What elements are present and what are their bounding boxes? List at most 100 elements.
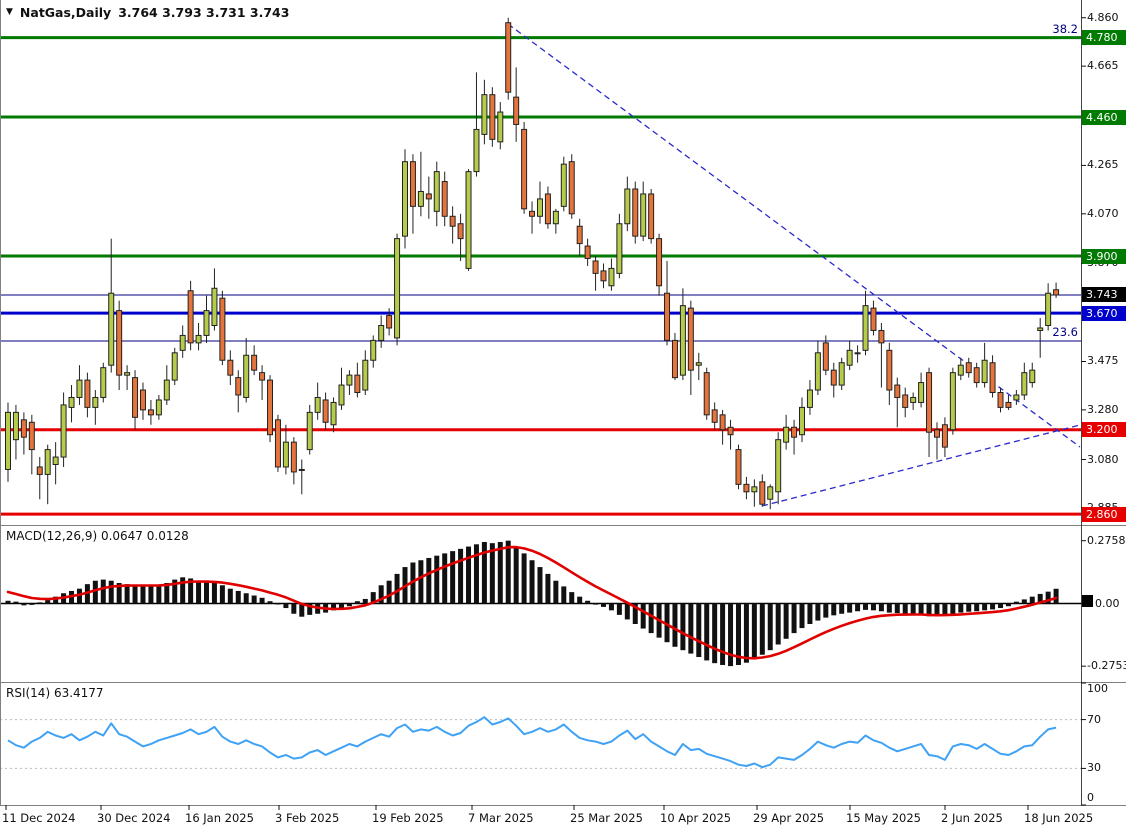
candle-bearish: [235, 377, 242, 396]
macd-histogram-bar: [164, 583, 170, 604]
candle-bearish: [568, 161, 575, 215]
candle-bearish: [219, 297, 226, 361]
macd-histogram-bar: [243, 593, 249, 604]
macd-histogram-bar: [124, 584, 130, 604]
candle-bullish: [306, 411, 313, 451]
candle-bearish: [973, 367, 980, 384]
candle-bearish: [886, 349, 893, 391]
macd-histogram-bar: [807, 603, 813, 624]
macd-histogram-bar: [291, 603, 297, 614]
macd-histogram-bar: [632, 603, 638, 624]
macd-histogram-bar: [426, 557, 432, 604]
macd-histogram-bar: [958, 603, 964, 613]
candle-bullish: [417, 190, 424, 207]
macd-histogram-bar: [267, 601, 273, 604]
macd-histogram-bar: [640, 603, 646, 629]
macd-histogram-bar: [823, 603, 829, 618]
trendline[interactable]: [761, 424, 1081, 507]
candle-bearish: [449, 215, 456, 227]
rsi-line: [7, 716, 1057, 769]
candle-bearish: [664, 292, 671, 341]
candle-bearish: [711, 409, 718, 423]
candle-bearish: [894, 384, 901, 398]
macd-histogram-bar: [553, 580, 559, 604]
candle-bearish: [902, 394, 909, 408]
candle-bullish: [1013, 394, 1020, 401]
candle-bullish: [5, 411, 11, 470]
candle-bearish: [671, 339, 678, 379]
macd-histogram-bar: [481, 542, 487, 604]
candle-bearish: [576, 225, 583, 245]
candle-bearish: [926, 372, 933, 433]
candle-bearish: [521, 128, 528, 210]
macd-histogram-bar: [76, 588, 82, 604]
macd-histogram-bar: [680, 603, 686, 651]
macd-histogram-bar: [815, 603, 821, 621]
candle-bearish: [656, 238, 663, 287]
macd-histogram-bar: [529, 560, 535, 604]
candle-bullish: [767, 486, 774, 500]
macd-histogram-bar: [331, 603, 337, 611]
candle-bullish: [44, 449, 51, 475]
macd-histogram-bar: [338, 603, 344, 609]
candle-bearish: [274, 419, 281, 468]
candle-bearish: [290, 441, 297, 473]
candle-bearish: [727, 426, 734, 436]
candle-bullish: [298, 468, 305, 471]
macd-histogram-bar: [53, 596, 59, 604]
candle-bullish: [536, 198, 543, 217]
candle-bullish: [608, 267, 615, 287]
macd-histogram-bar: [172, 579, 178, 604]
macd-histogram-bar: [601, 603, 606, 607]
candle-bullish: [1021, 372, 1028, 396]
macd-histogram-bar: [537, 567, 543, 604]
candle-bullish: [854, 352, 861, 355]
candle-bullish: [68, 396, 75, 408]
macd-histogram-bar: [624, 603, 630, 620]
macd-histogram-bar: [148, 585, 154, 604]
candle-bullish: [862, 305, 869, 351]
candle-bullish: [473, 128, 480, 173]
candle-bearish: [409, 161, 416, 207]
candle-bearish: [735, 449, 742, 485]
candle-bearish: [441, 181, 448, 217]
candle-bullish: [370, 339, 377, 361]
candle-bullish: [846, 349, 853, 366]
macd-histogram-bar: [458, 548, 464, 604]
candle-bullish: [949, 372, 956, 431]
macd-histogram-bar: [204, 581, 209, 604]
candle-bullish: [783, 426, 790, 443]
candle-bullish: [981, 359, 988, 384]
macd-signal-line: [6, 545, 1058, 660]
candle-bullish: [346, 374, 353, 386]
candle-bullish: [1029, 369, 1036, 384]
candle-bullish: [211, 287, 218, 326]
candle-bearish: [743, 483, 750, 493]
candle-bearish: [600, 270, 607, 282]
candle-bearish: [687, 307, 694, 371]
macd-histogram-bar: [585, 600, 591, 604]
macd-histogram-bar: [735, 603, 741, 665]
macd-histogram-bar: [132, 585, 138, 604]
macd-histogram-bar: [720, 603, 726, 665]
macd-histogram-bar: [664, 603, 670, 643]
macd-histogram-bar: [346, 603, 352, 607]
candle-bearish: [544, 193, 551, 225]
candle-bullish: [957, 364, 964, 376]
candle-bullish: [108, 292, 115, 366]
candle-bearish: [878, 329, 885, 344]
candle-bearish: [322, 399, 329, 423]
candle-bullish: [806, 389, 813, 408]
candle-bullish: [679, 305, 686, 376]
symbol-dropdown-icon[interactable]: ▼: [6, 6, 13, 17]
macd-histogram-bar: [974, 603, 980, 612]
macd-histogram-bar: [1005, 603, 1011, 607]
candle-bullish: [378, 324, 385, 341]
macd-histogram-bar: [450, 551, 456, 604]
candle-bearish: [259, 372, 266, 381]
candle-bearish: [791, 426, 798, 438]
candle-bullish: [179, 334, 186, 351]
symbol-period-label: NatGas,Daily: [19, 5, 112, 20]
macd-histogram-bar: [259, 597, 265, 604]
